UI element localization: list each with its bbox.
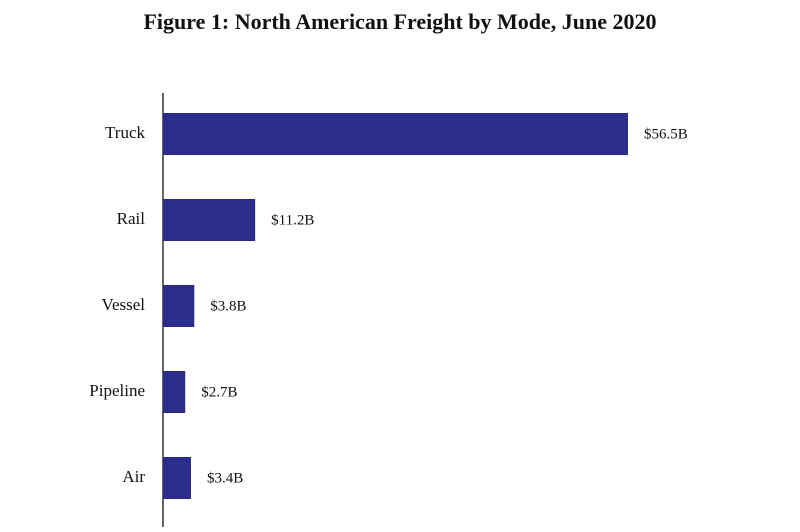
bar xyxy=(163,285,195,327)
bar xyxy=(163,113,628,155)
bar xyxy=(163,371,186,413)
bar xyxy=(163,457,191,499)
category-label: Rail xyxy=(117,209,146,228)
value-label: $56.5B xyxy=(644,126,688,142)
category-label: Air xyxy=(122,467,145,486)
value-label: $2.7B xyxy=(201,384,237,400)
chart-title: Figure 1: North American Freight by Mode… xyxy=(143,9,656,34)
bar xyxy=(163,199,256,241)
category-label: Pipeline xyxy=(89,381,145,400)
value-label: $3.4B xyxy=(207,470,243,486)
category-label: Truck xyxy=(105,123,145,142)
value-label: $3.8B xyxy=(210,298,246,314)
category-label: Vessel xyxy=(102,295,146,314)
value-label: $11.2B xyxy=(271,212,314,228)
